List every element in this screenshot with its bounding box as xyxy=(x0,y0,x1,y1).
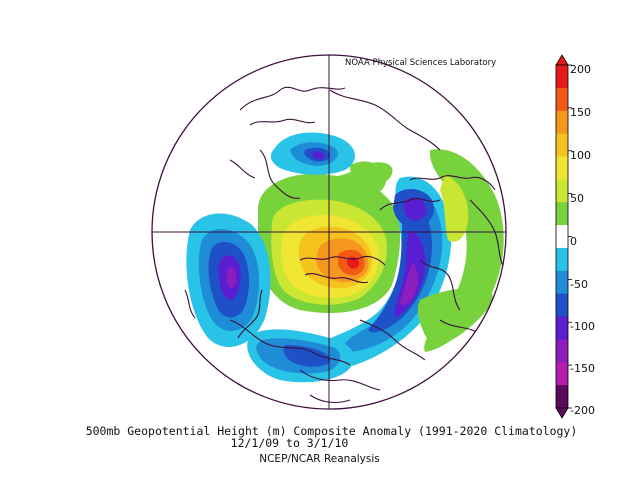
colorbar-bottom-arrow xyxy=(555,407,569,419)
colorbar xyxy=(555,54,572,419)
colorbar-tick-label: 100 xyxy=(570,149,591,162)
colorbar-band xyxy=(556,202,568,226)
coastlines xyxy=(184,86,506,404)
caption-dates: 12/1/09 to 3/1/10 xyxy=(230,436,349,450)
colorbar-tick-label: 0 xyxy=(570,235,577,248)
colorbar-tick-label: 50 xyxy=(570,192,584,205)
caption-source: NCEP/NCAR Reanalysis xyxy=(259,453,380,465)
colorbar-band xyxy=(556,65,568,89)
colorbar-band xyxy=(556,385,568,409)
colorbar-tick-label: 200 xyxy=(570,63,591,76)
colorbar-band xyxy=(556,247,568,272)
colorbar-band xyxy=(556,362,568,386)
colorbar-tick-label: -150 xyxy=(570,362,595,375)
colorbar-band xyxy=(556,270,568,295)
colorbar-band xyxy=(556,339,568,363)
anomaly-field xyxy=(152,55,506,409)
colorbar-band xyxy=(556,316,568,340)
colorbar-band xyxy=(556,133,568,157)
colorbar-top-arrow xyxy=(555,54,569,66)
colorbar-band xyxy=(556,110,568,135)
colorbar-tick-label: -200 xyxy=(570,404,595,417)
colorbar-tick-label: -100 xyxy=(570,320,595,333)
caption-title: 500mb Geopotential Height (m) Composite … xyxy=(85,424,578,438)
colorbar-band xyxy=(556,87,568,112)
colorbar-tick-label: -50 xyxy=(570,278,588,291)
colorbar-band xyxy=(556,179,568,203)
globe-outline xyxy=(151,54,507,410)
colorbar-tick-label: 150 xyxy=(570,106,591,119)
colorbar-band xyxy=(556,225,568,249)
colorbar-band xyxy=(556,293,568,318)
credit-text: NOAA Physical Sciences Laboratory xyxy=(345,58,497,68)
colorbar-band xyxy=(556,156,568,180)
